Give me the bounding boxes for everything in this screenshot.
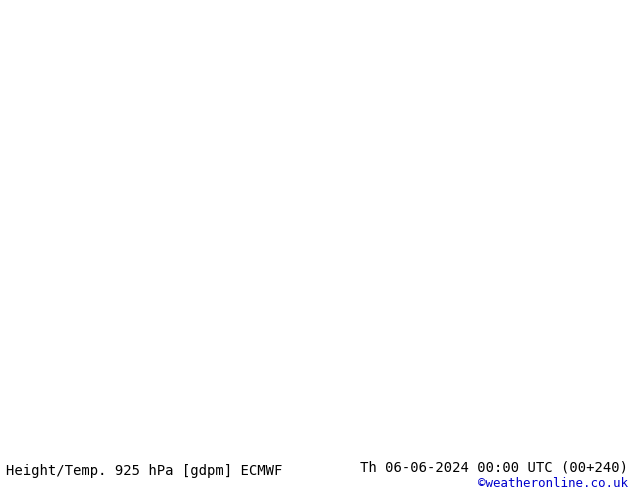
Text: Height/Temp. 925 hPa [gdpm] ECMWF: Height/Temp. 925 hPa [gdpm] ECMWF — [6, 464, 283, 478]
Text: Th 06-06-2024 00:00 UTC (00+240): Th 06-06-2024 00:00 UTC (00+240) — [359, 461, 628, 475]
Text: ©weatheronline.co.uk: ©weatheronline.co.uk — [477, 477, 628, 490]
